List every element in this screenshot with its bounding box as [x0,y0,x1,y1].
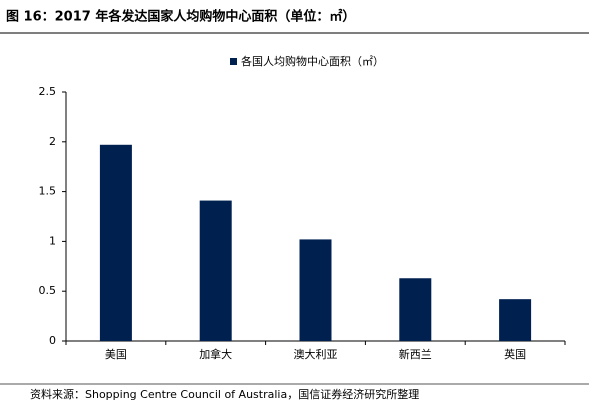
y-tick-label: 0 [49,334,56,347]
y-tick-label: 2 [49,135,56,148]
legend-swatch [230,58,237,65]
bar [299,239,332,341]
x-tick-label: 加拿大 [199,347,232,361]
source-note: 资料来源：Shopping Centre Council of Australi… [30,387,419,401]
y-tick-label: 1.5 [39,185,57,198]
y-tick-label: 1 [49,234,56,247]
x-tick-label: 英国 [504,347,526,361]
x-tick-label: 新西兰 [399,347,432,361]
bar [199,200,232,341]
legend-label: 各国人均购物中心面积（㎡） [241,54,384,68]
x-tick-label: 美国 [105,348,127,361]
y-tick-label: 0.5 [39,284,57,297]
bar [399,278,432,341]
bar [499,299,532,341]
chart-title: 图 16：2017 年各发达国家人均购物中心面积（单位：㎡） [6,9,355,25]
x-tick-label: 澳大利亚 [294,347,338,361]
bar [99,144,132,341]
y-tick-label: 2.5 [39,85,57,98]
